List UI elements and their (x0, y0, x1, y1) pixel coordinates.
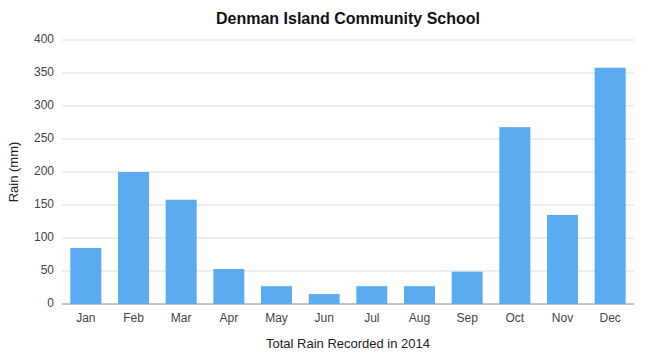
y-tick-label: 100 (34, 230, 54, 244)
y-tick-label: 300 (34, 98, 54, 112)
y-tick-label: 350 (34, 65, 54, 79)
bar (70, 248, 101, 304)
bar (309, 294, 340, 304)
bar (118, 172, 149, 304)
x-tick-label: Dec (599, 311, 620, 325)
bar (595, 68, 626, 304)
y-tick-label: 150 (34, 197, 54, 211)
x-tick-label: Apr (219, 311, 238, 325)
bar (166, 200, 197, 304)
bar (213, 269, 244, 304)
x-axis: Jan Feb Mar Apr May Jun Jul Aug Sep Oct Nov Dec (76, 311, 621, 325)
x-tick-label: Sep (456, 311, 478, 325)
bar (547, 215, 578, 304)
x-tick-label: Jul (364, 311, 379, 325)
x-tick-label: Mar (171, 311, 192, 325)
grid-line (62, 73, 634, 74)
y-tick-label: 200 (34, 164, 54, 178)
x-tick-label: May (265, 311, 288, 325)
x-tick-label: Jan (76, 311, 95, 325)
bar (499, 127, 530, 304)
grid-line (62, 106, 634, 107)
bar (261, 286, 292, 304)
y-axis: 0 50 100 150 200 250 300 350 400 (34, 32, 634, 310)
y-tick-label: 50 (41, 263, 55, 277)
x-tick-label: Feb (123, 311, 144, 325)
grid-line (62, 139, 634, 140)
y-tick-label: 250 (34, 131, 54, 145)
bars (70, 68, 625, 304)
chart-svg: 050100150200250300350400JanFebMarAprMayJ… (0, 0, 650, 360)
bar (452, 272, 483, 304)
chart-title: Denman Island Community School (216, 10, 480, 27)
x-tick-label: Nov (552, 311, 573, 325)
x-axis-label: Total Rain Recorded in 2014 (266, 336, 430, 351)
chart-container: 050100150200250300350400JanFebMarAprMayJ… (0, 0, 650, 360)
x-tick-label: Aug (409, 311, 430, 325)
x-tick-label: Jun (314, 311, 333, 325)
y-tick-label: 0 (47, 296, 54, 310)
y-tick-label: 400 (34, 32, 54, 46)
x-tick-label: Oct (505, 311, 524, 325)
bar (404, 286, 435, 304)
y-axis-label: Rain (mm) (6, 142, 21, 203)
grid-line (62, 40, 634, 41)
bar (356, 286, 387, 304)
